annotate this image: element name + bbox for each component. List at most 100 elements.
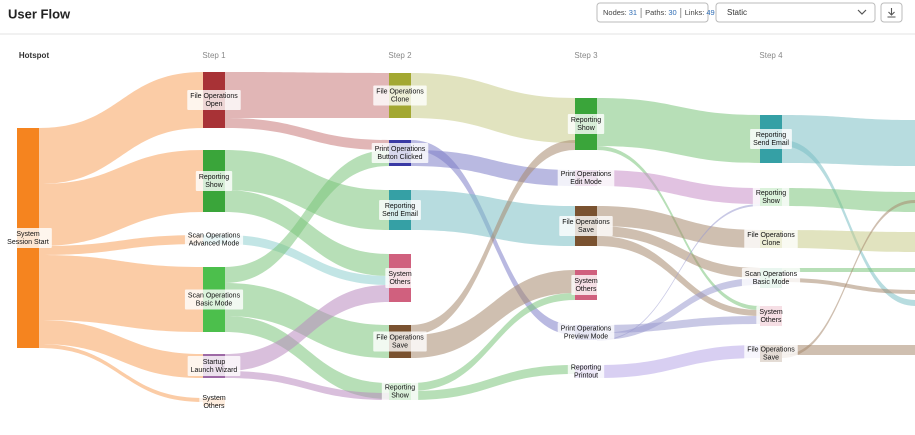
node-name: Printout — [574, 372, 598, 379]
flow-link — [39, 320, 203, 378]
flow-link — [225, 150, 389, 283]
stats: Nodes: 31 Paths: 30 Links: 49 — [603, 8, 715, 18]
node-label-bg — [187, 356, 241, 376]
node-name: Clone — [762, 240, 780, 247]
flow-link — [411, 150, 575, 186]
node-category: System — [574, 278, 598, 285]
node-name: Save — [763, 354, 779, 361]
flow-link — [597, 226, 760, 278]
node-category: File Operations — [747, 346, 795, 353]
node-label-bg — [567, 361, 605, 382]
node-label-bg — [744, 229, 798, 249]
node-name: Show — [205, 182, 223, 189]
stat-value: 30 — [668, 8, 676, 17]
stat-label: Paths: — [645, 8, 666, 17]
download-icon — [887, 8, 896, 18]
node-category: Scan Operations — [188, 232, 241, 239]
node-name: Preview Mode — [564, 333, 608, 340]
column-title: Step 4 — [759, 51, 783, 60]
node-category: File Operations — [562, 219, 610, 226]
flow-link — [597, 206, 760, 248]
flow-link — [782, 278, 915, 294]
node-label-bg — [373, 85, 427, 106]
node-category: File Operations — [190, 93, 238, 100]
flow-link — [39, 344, 203, 402]
node-category: Reporting — [571, 364, 601, 371]
node-category: Reporting — [385, 384, 415, 391]
node-name: Clone — [391, 96, 409, 103]
node-label-bg — [385, 268, 415, 288]
flow-link — [411, 293, 575, 391]
node-label-bg — [571, 275, 601, 295]
flow-link — [411, 190, 575, 246]
node-name: Basic Mode — [753, 279, 790, 286]
node-label-bg — [371, 143, 429, 163]
dropdown-chevron — [857, 9, 867, 15]
flow-link — [597, 98, 760, 163]
node-category: File Operations — [376, 88, 424, 95]
flow-link — [782, 140, 915, 306]
node-label-bg — [184, 289, 244, 310]
node-category: Reporting — [756, 190, 786, 197]
flow-link — [225, 118, 389, 150]
node-name: Save — [578, 227, 594, 234]
flow-link — [225, 285, 389, 371]
stat-label: Nodes: — [603, 8, 627, 17]
column-title: Step 1 — [202, 51, 226, 60]
node-label-bg — [756, 306, 786, 326]
column-title: Step 3 — [574, 51, 598, 60]
flow-link — [411, 365, 575, 400]
node-category: Reporting — [385, 203, 415, 210]
links — [39, 72, 915, 402]
flow-link — [225, 72, 389, 118]
flow-link — [225, 190, 389, 276]
node-name: Others — [760, 317, 782, 324]
node-label-bg — [557, 322, 615, 343]
column-title: Hotspot — [19, 51, 50, 60]
node-category: System — [388, 271, 412, 278]
node-name: Advanced Mode — [189, 240, 240, 247]
mode-dropdown[interactable] — [715, 2, 876, 23]
node-name: Show — [391, 392, 409, 399]
stat-label: Links: — [685, 8, 705, 17]
flow-link — [411, 73, 575, 143]
node-category: Print Operations — [561, 325, 612, 332]
node-category: System — [16, 231, 40, 238]
mode-value: Static — [727, 8, 747, 17]
node-name: Launch Wizard — [191, 367, 238, 374]
node-category: Startup — [203, 359, 226, 366]
flow-link — [225, 150, 389, 230]
node-category: Scan Operations — [745, 271, 798, 278]
node-name: Session Start — [7, 239, 49, 246]
flow-link — [39, 72, 203, 184]
flow-link — [225, 235, 389, 285]
page-title: User Flow — [8, 6, 71, 21]
node-category: File Operations — [376, 334, 424, 341]
node-label-bg — [741, 268, 801, 288]
column-title: Step 2 — [388, 51, 412, 60]
flow-link — [597, 278, 760, 340]
node-category: Reporting — [571, 117, 601, 124]
flow-link — [782, 200, 915, 358]
